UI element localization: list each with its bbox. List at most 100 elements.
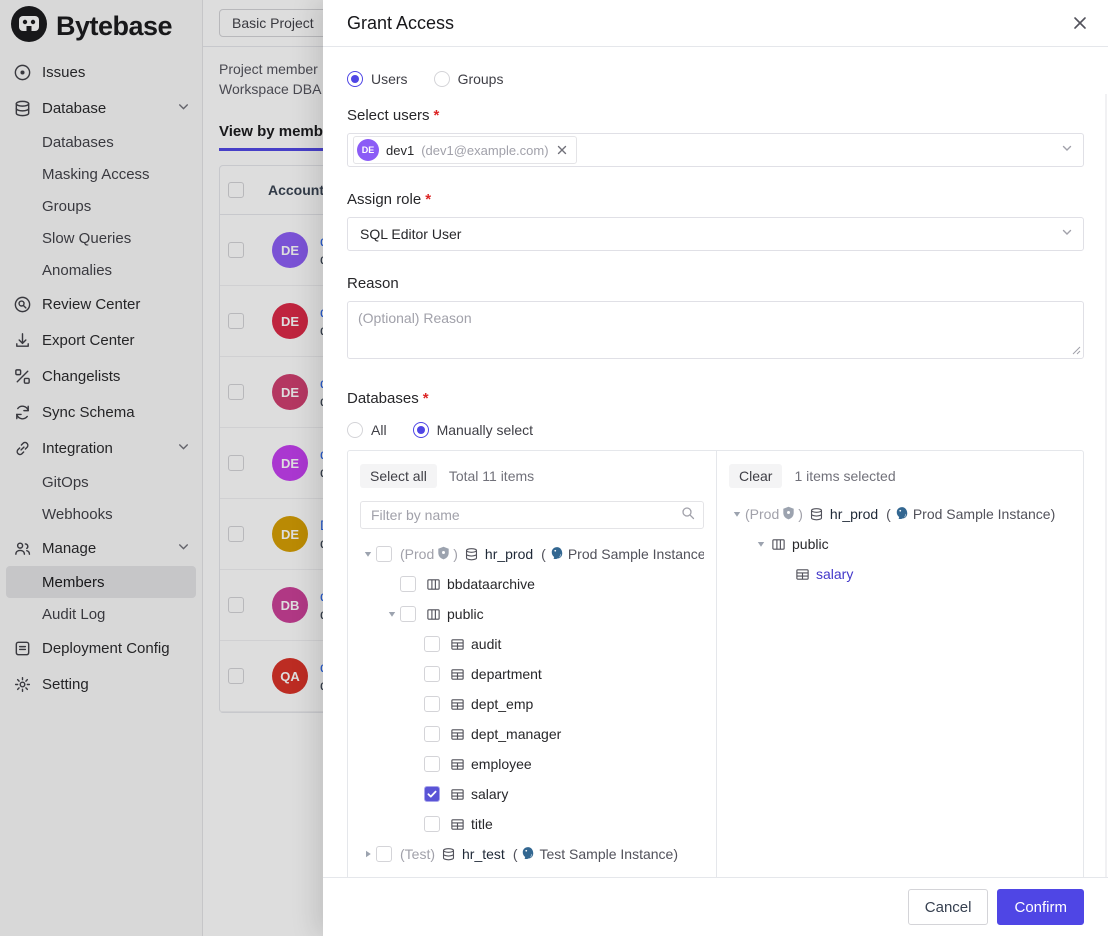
clear-button[interactable]: Clear	[729, 464, 783, 488]
bytebase-logo[interactable]: Bytebase	[0, 0, 202, 46]
tree-node-audit[interactable]: audit	[360, 629, 704, 659]
total-items-label: Total 11 items	[448, 468, 535, 484]
sidebar-item-export-center[interactable]: Export Center	[0, 322, 202, 358]
row-checkbox[interactable]	[228, 384, 244, 400]
radio-manually-select[interactable]: Manually select	[412, 422, 533, 438]
tree-node-salary[interactable]: salary	[729, 559, 1071, 589]
node-checkbox[interactable]	[376, 546, 392, 562]
tree-node-hr_prod[interactable]: (Prod) hr_prod (Prod Sample Instance)	[729, 499, 1071, 529]
sidebar-item-masking-access[interactable]: Masking Access	[0, 158, 202, 190]
sidebar-item-webhooks[interactable]: Webhooks	[0, 498, 202, 530]
chevron-down-icon	[177, 440, 190, 457]
close-icon[interactable]	[1068, 11, 1092, 35]
sidebar-item-label: GitOps	[42, 473, 89, 491]
sidebar-item-members[interactable]: Members	[6, 566, 196, 598]
cancel-button[interactable]: Cancel	[907, 889, 989, 925]
sidebar-item-audit-log[interactable]: Audit Log	[0, 598, 202, 630]
caret-down-icon[interactable]	[753, 536, 769, 552]
instance-label: (Prod Sample Instance)	[541, 546, 704, 562]
sync-schema-icon	[12, 402, 32, 422]
radio-users[interactable]: Users	[347, 71, 408, 87]
filter-by-name-input[interactable]	[369, 506, 681, 524]
tab-view-by-members[interactable]: View by memb	[219, 123, 323, 151]
sidebar-item-groups[interactable]: Groups	[0, 190, 202, 222]
radio-label: Groups	[457, 71, 504, 87]
sidebar-item-deployment-config[interactable]: Deployment Config	[0, 630, 202, 666]
sidebar-item-gitops[interactable]: GitOps	[0, 466, 202, 498]
chevron-down-icon	[177, 540, 190, 557]
avatar: QA	[272, 658, 308, 694]
node-checkbox[interactable]	[400, 606, 416, 622]
tree-node-hr_test[interactable]: (Test) hr_test (Test Sample Instance)	[360, 839, 704, 869]
node-checkbox[interactable]	[424, 726, 440, 742]
tree-node-public[interactable]: public	[360, 599, 704, 629]
row-checkbox[interactable]	[228, 597, 244, 613]
sidebar-item-label: Changelists	[42, 367, 121, 385]
table-icon	[795, 567, 810, 582]
row-checkbox[interactable]	[228, 242, 244, 258]
node-checkbox[interactable]	[400, 576, 416, 592]
reason-label: Reason	[347, 274, 399, 292]
sidebar-item-slow-queries[interactable]: Slow Queries	[0, 222, 202, 254]
row-checkbox[interactable]	[228, 313, 244, 329]
avatar: DE	[272, 303, 308, 339]
node-checkbox[interactable]	[424, 816, 440, 832]
sidebar-item-issues[interactable]: Issues	[0, 54, 202, 90]
select-users-input[interactable]: DE dev1 (dev1@example.com)	[347, 133, 1084, 167]
sidebar-item-label: Anomalies	[42, 261, 113, 279]
tree-node-dept_manager[interactable]: dept_manager	[360, 719, 704, 749]
sidebar-item-changelists[interactable]: Changelists	[0, 358, 202, 394]
sidebar-item-label: Databases	[42, 133, 114, 151]
node-checkbox[interactable]	[424, 696, 440, 712]
sidebar-item-integration[interactable]: Integration	[0, 430, 202, 466]
settings-icon	[12, 674, 32, 694]
radio-label: Users	[371, 71, 408, 87]
avatar: DB	[272, 587, 308, 623]
confirm-button[interactable]: Confirm	[997, 889, 1084, 925]
tree-node-employee[interactable]: employee	[360, 749, 704, 779]
tree-node-public[interactable]: public	[729, 529, 1071, 559]
assign-role-select[interactable]: SQL Editor User	[347, 217, 1084, 251]
tree-node-bbdataarchive[interactable]: bbdataarchive	[360, 569, 704, 599]
node-checkbox[interactable]	[424, 666, 440, 682]
node-name: salary	[471, 786, 509, 802]
database-tree: (Prod) hr_prod (Prod Sample Instance) bbdat…	[360, 539, 704, 869]
select-all-rows-checkbox[interactable]	[228, 182, 244, 198]
sidebar-item-manage[interactable]: Manage	[0, 530, 202, 566]
manage-icon	[12, 538, 32, 558]
modal-footer: Cancel Confirm	[323, 877, 1108, 936]
sidebar-item-anomalies[interactable]: Anomalies	[0, 254, 202, 286]
caret-spacer	[777, 566, 793, 582]
caret-down-icon[interactable]	[384, 606, 400, 622]
account-column-header: Account	[268, 182, 324, 198]
row-checkbox[interactable]	[228, 668, 244, 684]
remove-user-icon[interactable]	[556, 144, 568, 156]
environment-label: (Prod)	[745, 506, 803, 522]
row-checkbox[interactable]	[228, 455, 244, 471]
select-all-button[interactable]: Select all	[360, 464, 437, 488]
modal-scrollbar[interactable]	[1105, 94, 1107, 877]
tree-node-hr_prod[interactable]: (Prod) hr_prod (Prod Sample Instance)	[360, 539, 704, 569]
radio-all[interactable]: All	[347, 422, 387, 438]
tree-node-department[interactable]: department	[360, 659, 704, 689]
tree-node-salary[interactable]: salary	[360, 779, 704, 809]
node-checkbox[interactable]	[424, 756, 440, 772]
tree-node-dept_emp[interactable]: dept_emp	[360, 689, 704, 719]
node-checkbox[interactable]	[376, 846, 392, 862]
sidebar-item-databases[interactable]: Databases	[0, 126, 202, 158]
sidebar-item-setting[interactable]: Setting	[0, 666, 202, 702]
node-name: department	[471, 666, 542, 682]
caret-down-icon[interactable]	[360, 546, 376, 562]
sidebar-item-label: Deployment Config	[42, 639, 170, 657]
row-checkbox[interactable]	[228, 526, 244, 542]
reason-textarea[interactable]	[347, 301, 1084, 359]
sidebar-item-sync-schema[interactable]: Sync Schema	[0, 394, 202, 430]
node-checkbox[interactable]	[424, 636, 440, 652]
caret-right-icon[interactable]	[360, 846, 376, 862]
sidebar-item-review-center[interactable]: Review Center	[0, 286, 202, 322]
tree-node-title[interactable]: title	[360, 809, 704, 839]
radio-groups[interactable]: Groups	[433, 71, 504, 87]
node-checkbox[interactable]	[424, 786, 440, 802]
sidebar-item-database[interactable]: Database	[0, 90, 202, 126]
caret-down-icon[interactable]	[729, 506, 745, 522]
